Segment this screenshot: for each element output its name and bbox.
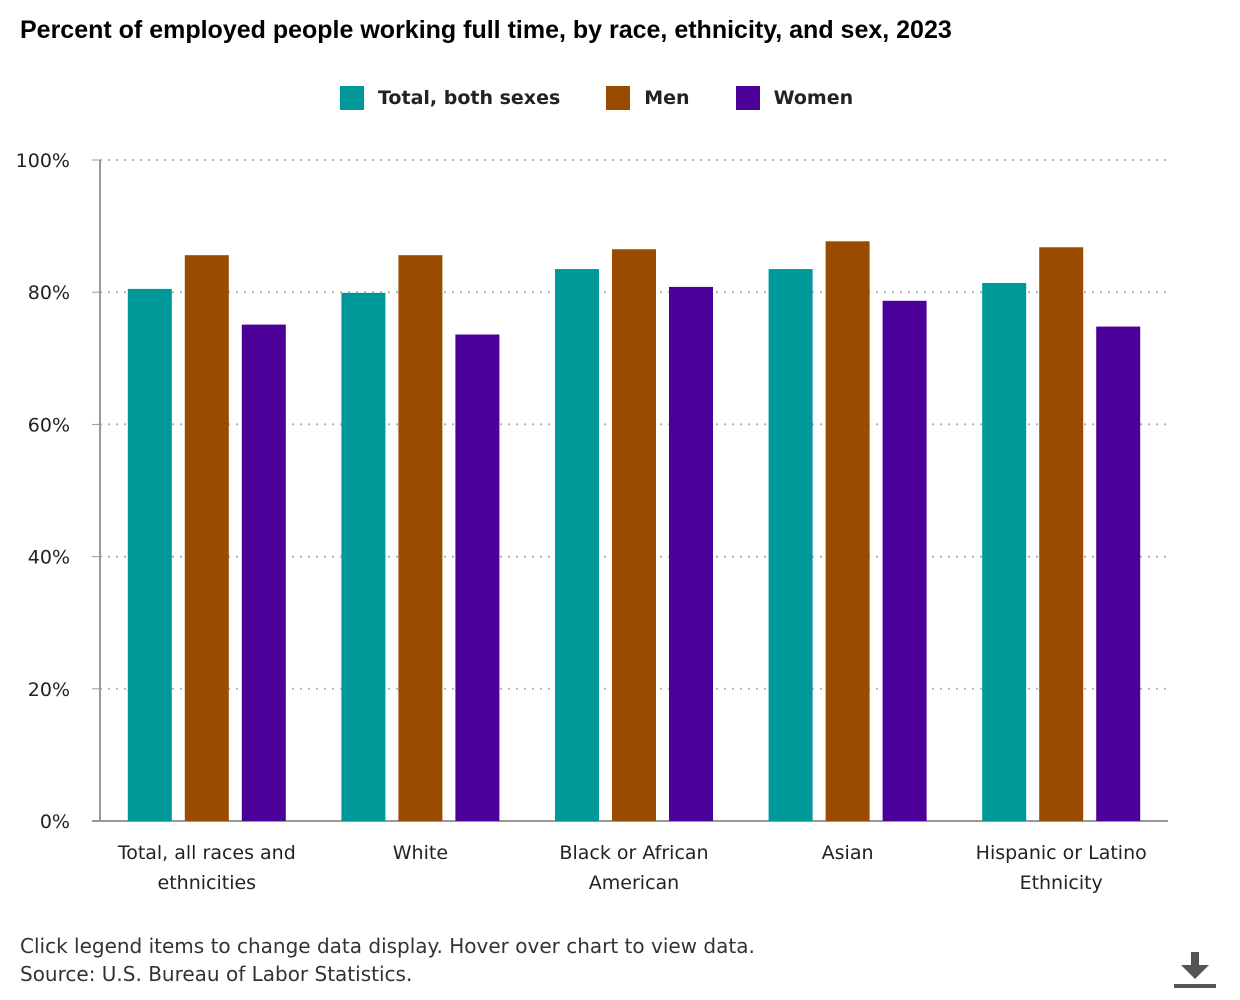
y-tick-label: 0%	[40, 811, 70, 833]
bar[interactable]: Women: 74.8%	[1096, 326, 1141, 821]
bar[interactable]: Total, both sexes: 81.4%	[982, 282, 1027, 821]
y-tick-label: 20%	[28, 679, 70, 701]
y-tick-label: 60%	[28, 414, 70, 436]
x-tick-label: Asian	[822, 842, 874, 864]
bar[interactable]: Men: 86.5%	[612, 249, 656, 822]
legend-swatch-men	[606, 86, 631, 110]
chart-source: Source: U.S. Bureau of Labor Statistics.	[20, 962, 413, 986]
y-tick-label: 100%	[16, 150, 70, 172]
bar[interactable]: Men: 85.6%	[184, 255, 229, 821]
bar[interactable]: Men: 86.8%	[1039, 247, 1084, 821]
bar[interactable]: Men: 87.7%	[825, 241, 870, 822]
legend-swatch-women	[735, 86, 760, 110]
x-tick-label: American	[589, 872, 679, 894]
download-icon	[1174, 952, 1216, 988]
legend-label-men: Men	[644, 87, 690, 109]
x-tick-label: Black or African	[559, 842, 708, 864]
bar[interactable]: Total, both sexes: 79.9%	[341, 292, 386, 822]
bar[interactable]: Women: 73.6%	[455, 334, 500, 821]
y-tick-label: 80%	[28, 282, 70, 304]
legend-swatch-total	[340, 86, 364, 110]
legend: Total, both sexes Men Women	[340, 84, 899, 112]
download-button[interactable]	[1172, 950, 1218, 996]
x-tick-label: Hispanic or Latino	[976, 842, 1147, 864]
x-tick-label: ethnicities	[158, 872, 257, 894]
bar[interactable]: Women: 75.1%	[241, 324, 286, 821]
legend-item-women[interactable]: Women	[735, 86, 854, 110]
bar[interactable]: Women: 78.7%	[882, 300, 927, 822]
bar[interactable]: Total, both sexes: 83.5%	[555, 269, 599, 821]
x-tick-label: Ethnicity	[1020, 872, 1103, 894]
x-tick-label: Total, all races and	[117, 842, 296, 864]
bar[interactable]: Women: 80.8%	[669, 286, 713, 821]
bar[interactable]: Total, both sexes: 83.5%	[768, 269, 813, 821]
legend-label-total: Total, both sexes	[378, 87, 561, 109]
bar[interactable]: Total, both sexes: 80.5%	[127, 288, 172, 821]
chart-instructions: Click legend items to change data displa…	[20, 934, 755, 958]
y-tick-label: 40%	[28, 547, 70, 569]
legend-item-men[interactable]: Men	[606, 86, 690, 110]
chart-title: Percent of employed people working full …	[20, 16, 952, 44]
bar[interactable]: Men: 85.6%	[398, 255, 443, 821]
legend-label-women: Women	[773, 87, 854, 109]
legend-item-total[interactable]: Total, both sexes	[340, 86, 560, 110]
x-tick-label: White	[393, 842, 448, 864]
